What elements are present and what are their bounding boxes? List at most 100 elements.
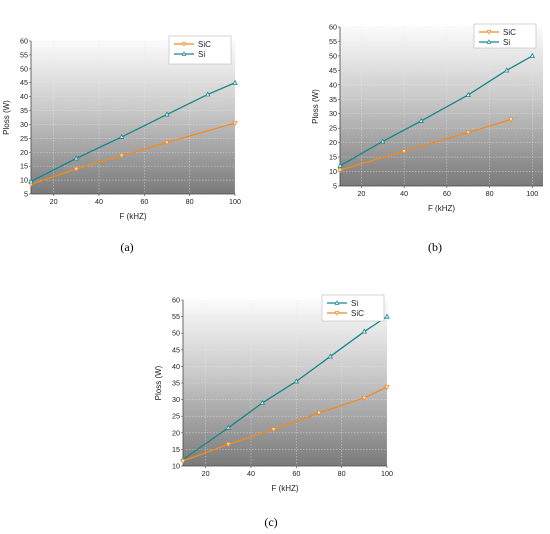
y-tick-label: 40: [172, 362, 180, 371]
x-tick-label: 100: [381, 469, 393, 478]
x-axis-title: F (kHZ): [119, 212, 146, 221]
x-tick-label: 20: [202, 469, 210, 478]
legend-label-si: Si: [351, 299, 358, 308]
data-point-si: [164, 111, 170, 117]
y-tick-label: 60: [20, 37, 28, 46]
data-point-si: [205, 91, 211, 97]
data-point-si: [504, 67, 510, 73]
x-tick-label: 60: [443, 189, 451, 198]
data-point-si: [259, 399, 265, 405]
data-point-sic: [401, 149, 407, 155]
x-tick-label: 40: [400, 189, 408, 198]
x-tick-label: 40: [95, 197, 103, 206]
data-point-si: [529, 52, 535, 58]
data-point-sic: [316, 410, 322, 416]
legend-box: [473, 23, 537, 49]
x-tick-label: 20: [357, 189, 365, 198]
legend-label-si: Si: [198, 50, 205, 59]
legend-marker-sic: [486, 30, 492, 35]
y-tick-label: 30: [172, 395, 180, 404]
chart-b-svg: 5 10 15 20 25 30 35 40 45 50 55 60 20 40 60 80 100 F (kHZ…: [311, 23, 543, 213]
data-point-sic: [271, 427, 277, 433]
y-tick-label: 55: [20, 50, 28, 59]
y-tick-label: 60: [329, 23, 337, 32]
caption-a: (a): [120, 240, 134, 254]
data-point-sic: [164, 140, 170, 146]
data-point-sic: [232, 121, 238, 127]
legend-marker-sic: [181, 42, 187, 47]
chart-c-svg: 10 15 20 25 30 35 40 45 50 55 60 20 40 60 80 100 F (kHZ)…: [154, 294, 393, 493]
x-axis-title: F (kHZ): [271, 484, 298, 493]
x-tick-label: 60: [140, 197, 148, 206]
plot-background: [340, 27, 543, 186]
legend-marker-si: [334, 300, 340, 305]
y-tick-label: 20: [329, 138, 337, 147]
series-line-si: [30, 82, 236, 183]
x-tick-label: 60: [292, 469, 300, 478]
y-tick-label: 50: [329, 51, 337, 60]
y-tick-label: 30: [329, 109, 337, 118]
y-tick-label: 20: [172, 428, 180, 437]
legend-marker-si: [181, 51, 187, 56]
plot-background: [31, 41, 235, 194]
y-tick-label: 25: [20, 134, 28, 143]
x-tick-label: 20: [50, 197, 58, 206]
y-tick-label: 25: [329, 124, 337, 133]
series-line-sic: [339, 118, 512, 171]
y-axis-title: Ploss (W): [154, 365, 163, 400]
legend-label-sic: SiC: [351, 309, 364, 318]
x-tick-label: 80: [338, 469, 346, 478]
y-tick-label: 50: [20, 64, 28, 73]
data-point-si: [225, 424, 231, 430]
y-tick-label: 10: [20, 176, 28, 185]
data-point-si: [327, 353, 333, 359]
x-tick-label: 80: [186, 197, 194, 206]
y-tick-label: 15: [172, 445, 180, 454]
data-point-sic: [337, 168, 343, 174]
x-tick-label: 40: [247, 469, 255, 478]
series-line-si: [339, 55, 533, 167]
y-tick-label: 45: [20, 78, 28, 87]
y-tick-label: 50: [172, 329, 180, 338]
data-point-si: [418, 117, 424, 123]
y-axis-title: Ploss (W): [2, 100, 11, 135]
data-point-si: [384, 313, 390, 319]
y-tick-label: 45: [329, 66, 337, 75]
data-point-si: [73, 155, 79, 161]
y-tick-label: 55: [172, 312, 180, 321]
data-point-si: [337, 162, 343, 168]
data-point-sic: [73, 166, 79, 173]
chart-panel-c: 10 15 20 25 30 35 40 45 50 55 60 20 40 60 80 100 F (kHZ)…: [142, 289, 400, 501]
y-tick-label: 5: [333, 182, 337, 191]
data-point-sic: [465, 130, 471, 136]
chart-panel-b: 5 10 15 20 25 30 35 40 45 50 55 60 20 40 60 80 100 F (kHZ…: [305, 14, 550, 230]
y-tick-label: 35: [329, 95, 337, 104]
x-tick-label: 100: [526, 189, 538, 198]
y-tick-label: 10: [172, 462, 180, 471]
legend-label-sic: SiC: [503, 28, 516, 37]
chart-a-svg: 5 10 15 20 25 30 35 40 45 50 55 60 20 40 60 80 100 F (kHZ…: [2, 35, 241, 221]
data-point-sic: [361, 395, 367, 401]
data-point-sic: [508, 117, 514, 123]
y-tick-label: 35: [20, 106, 28, 115]
y-tick-label: 55: [329, 37, 337, 46]
data-point-si: [361, 328, 367, 334]
y-tick-label: 25: [172, 412, 180, 421]
y-tick-label: 10: [329, 167, 337, 176]
data-point-sic: [119, 153, 125, 159]
y-axis-title: Ploss (W): [311, 89, 320, 124]
data-point-sic: [225, 442, 231, 448]
x-axis-title: F (kHZ): [428, 204, 455, 213]
x-tick-label: 100: [229, 197, 241, 206]
x-tick-label: 80: [486, 189, 494, 198]
legend-label-sic: SiC: [198, 40, 211, 49]
caption-c: (c): [264, 515, 278, 529]
y-tick-label: 30: [20, 120, 28, 129]
y-tick-label: 40: [20, 92, 28, 101]
y-tick-label: 45: [172, 345, 180, 354]
chart-panel-a: 5 10 15 20 25 30 35 40 45 50 55 60 20 40 60 80 100 F (kHZ…: [0, 25, 250, 230]
data-point-si: [232, 79, 238, 85]
legend-marker-sic: [334, 311, 340, 316]
legend-box: [321, 294, 385, 322]
y-tick-label: 15: [20, 162, 28, 171]
